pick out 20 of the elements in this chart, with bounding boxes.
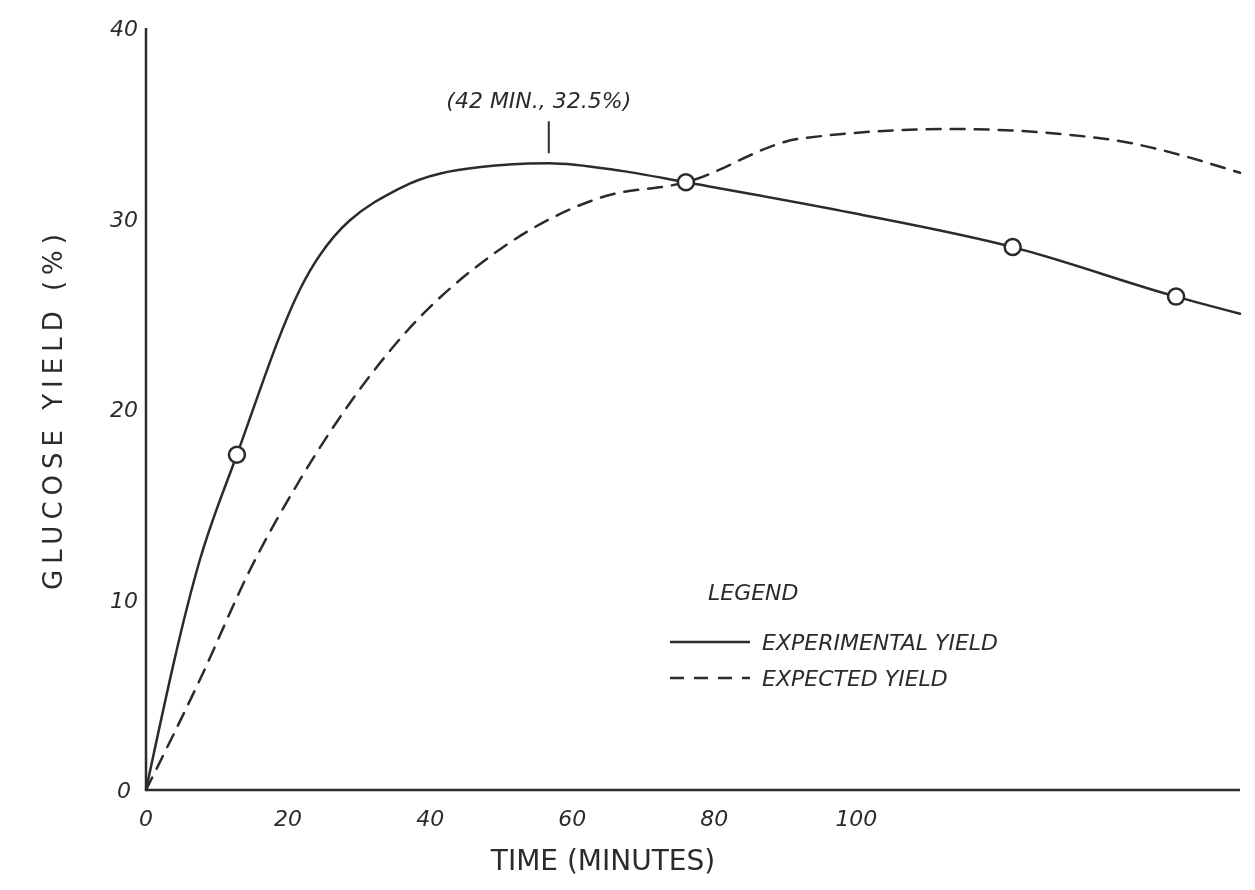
y-axis-title: GLUCOSE YIELD (%) — [38, 228, 68, 590]
annotation: (42 MIN., 32.5%) — [446, 88, 632, 114]
legend-title: LEGEND — [708, 580, 799, 605]
x-tick-label: 40 — [416, 806, 445, 831]
y-tick-label: 20 — [110, 397, 138, 422]
legend-label: EXPECTED YIELD — [762, 666, 948, 691]
y-tick-label: 30 — [110, 206, 138, 232]
x-tick-label: 100 — [835, 806, 878, 831]
y-tick-label: 10 — [110, 587, 138, 613]
x-axis-title: TIME (MINUTES) — [489, 844, 716, 877]
point — [1166, 287, 1186, 306]
x-tick-label: 60 — [558, 806, 587, 831]
y-tick-label: 0 — [117, 778, 131, 803]
legend-label: EXPERIMENTAL YIELD — [762, 630, 998, 655]
x-tick-label: 80 — [700, 806, 729, 831]
y-tick-label: 40 — [110, 16, 138, 41]
point — [1003, 237, 1022, 257]
x-tick-label: 20 — [274, 806, 303, 831]
point — [227, 445, 247, 464]
point — [676, 173, 696, 192]
